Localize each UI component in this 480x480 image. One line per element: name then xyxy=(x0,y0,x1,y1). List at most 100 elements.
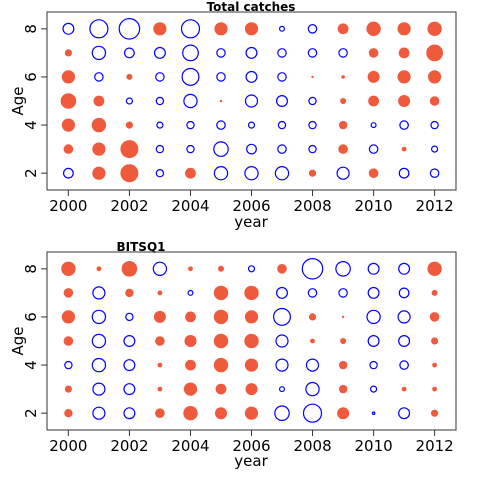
bubble-2004-age-2 xyxy=(185,167,196,179)
bubble-2004-age-5 xyxy=(184,335,197,347)
bubble-2007-age-7 xyxy=(277,48,287,58)
bubble-layer xyxy=(60,17,443,183)
bubble-2008-age-2 xyxy=(302,403,323,423)
x-tick-label-2010: 2010 xyxy=(354,437,392,455)
bubble-2002-age-3 xyxy=(120,140,139,159)
bubble-2011-age-4 xyxy=(399,120,409,130)
bubble-2007-age-6 xyxy=(277,72,287,82)
bubble-2007-age-4 xyxy=(277,120,287,130)
bubble-2007-age-3 xyxy=(279,386,286,393)
bubble-2007-age-5 xyxy=(276,94,289,107)
bubble-2009-age-2 xyxy=(337,407,350,420)
bubble-2002-age-7 xyxy=(123,47,135,59)
bubble-2006-age-2 xyxy=(244,165,259,181)
bubble-2001-age-4 xyxy=(91,357,107,373)
bubble-2004-age-6 xyxy=(185,311,196,323)
bubble-2006-age-4 xyxy=(244,358,259,372)
bubble-2001-age-8 xyxy=(89,19,109,39)
bubble-2004-age-7 xyxy=(182,44,199,62)
bubble-2002-age-2 xyxy=(123,407,136,420)
bubble-2004-age-5 xyxy=(183,93,198,109)
bubble-2003-age-6 xyxy=(155,72,165,82)
bubble-2010-age-2 xyxy=(371,411,376,416)
bubble-2012-age-2 xyxy=(431,409,439,417)
bubble-2008-age-4 xyxy=(305,358,320,372)
bubble-2008-age-6 xyxy=(311,75,314,79)
x-tick-label-2000: 2000 xyxy=(49,437,87,455)
bubble-2010-age-6 xyxy=(367,70,380,83)
bubble-2005-age-8 xyxy=(214,22,228,36)
bubble-2003-age-6 xyxy=(153,310,166,323)
bubble-2005-age-6 xyxy=(213,309,229,325)
bubble-2011-age-6 xyxy=(397,310,411,324)
bubble-2011-age-7 xyxy=(398,47,410,59)
bubble-2003-age-5 xyxy=(155,96,165,106)
bubble-2002-age-8 xyxy=(121,261,138,277)
y-axis-ticks: 2 4 6 8 xyxy=(22,24,47,178)
bubble-2003-age-7 xyxy=(157,290,163,296)
bubble-2006-age-3 xyxy=(246,143,257,155)
bubble-2011-age-4 xyxy=(399,360,409,370)
bubble-2004-age-7 xyxy=(187,289,194,296)
bubble-2001-age-5 xyxy=(93,95,105,107)
panel-bitsq1: BITSQ1 2000 2002 2004 2006 2008 2010 2012 2 4 6 8… xyxy=(9,240,457,470)
bubble-2005-age-3 xyxy=(215,383,227,395)
bubble-2007-age-8 xyxy=(279,25,286,32)
bubble-2012-age-5 xyxy=(429,96,440,106)
bubble-2006-age-7 xyxy=(245,46,258,59)
bubble-2005-age-5 xyxy=(219,99,223,103)
x-axis-ticks: 2000 2002 2004 2006 2008 2010 2012 xyxy=(49,430,454,455)
x-tick-label-2008: 2008 xyxy=(293,437,331,455)
bubble-2005-age-3 xyxy=(213,141,229,157)
bubble-2008-age-2 xyxy=(308,169,317,177)
y-axis-label: Age xyxy=(9,326,27,355)
bubble-2003-age-7 xyxy=(153,46,166,59)
bubble-2010-age-4 xyxy=(370,122,377,129)
bubble-2012-age-2 xyxy=(429,168,440,178)
bubble-2000-age-6 xyxy=(61,70,75,84)
bubble-2005-age-5 xyxy=(213,333,229,349)
x-axis-ticks: 2000 2002 2004 2006 2008 2010 2012 xyxy=(49,190,454,215)
bubble-2001-age-2 xyxy=(92,406,106,420)
y-tick-label-4: 4 xyxy=(22,360,40,370)
bubble-2004-age-6 xyxy=(181,67,200,86)
bubble-2001-age-4 xyxy=(91,117,107,133)
bubble-2010-age-7 xyxy=(367,286,380,299)
bubble-2000-age-6 xyxy=(61,310,75,324)
bubble-2011-age-8 xyxy=(397,22,411,36)
x-tick-label-2012: 2012 xyxy=(416,437,454,455)
bubble-2003-age-8 xyxy=(153,22,167,36)
y-axis-ticks: 2 4 6 8 xyxy=(22,264,47,418)
bubble-2001-age-6 xyxy=(94,72,104,82)
bubble-2000-age-5 xyxy=(63,336,74,346)
bubble-2009-age-7 xyxy=(338,288,348,298)
bubble-2005-age-6 xyxy=(216,72,226,82)
bubble-2002-age-6 xyxy=(125,312,134,322)
bubble-2002-age-7 xyxy=(125,288,134,298)
bubble-2010-age-3 xyxy=(370,385,378,393)
bubble-2004-age-3 xyxy=(183,382,198,396)
bubble-2000-age-8 xyxy=(61,261,76,276)
bubble-2001-age-6 xyxy=(91,309,107,325)
bubble-2004-age-8 xyxy=(180,19,201,39)
bubble-2002-age-3 xyxy=(123,383,136,396)
bubble-2006-age-6 xyxy=(245,70,258,83)
bubble-2008-age-7 xyxy=(307,48,318,58)
x-axis-label: year xyxy=(234,213,268,231)
bubble-2006-age-5 xyxy=(244,333,259,349)
bubble-2007-age-2 xyxy=(274,405,290,421)
bubble-2006-age-7 xyxy=(244,285,259,301)
bubble-2003-age-2 xyxy=(155,408,165,418)
y-axis-label: Age xyxy=(9,86,27,115)
bubble-2009-age-5 xyxy=(340,338,347,344)
bubble-2012-age-4 xyxy=(430,120,439,130)
bubble-2011-age-6 xyxy=(397,70,411,84)
bubble-2000-age-3 xyxy=(63,144,74,154)
x-tick-label-2006: 2006 xyxy=(232,437,270,455)
bubble-2004-age-4 xyxy=(186,120,195,130)
bubble-2008-age-8 xyxy=(307,23,318,34)
x-tick-label-2004: 2004 xyxy=(171,197,209,215)
bubble-2010-age-4 xyxy=(369,360,378,370)
bubble-2009-age-6 xyxy=(341,315,345,319)
bubble-2005-age-2 xyxy=(215,407,227,420)
